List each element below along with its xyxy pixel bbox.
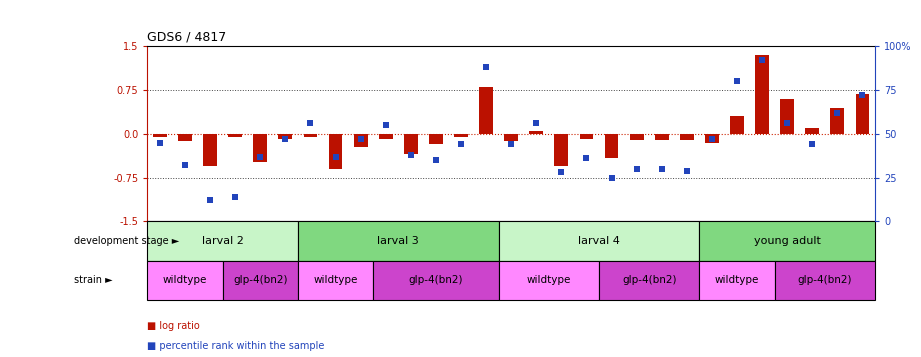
Bar [147, 221, 297, 261]
Bar [805, 128, 819, 134]
Bar [223, 261, 297, 300]
Text: wildtype: wildtype [163, 275, 207, 285]
Bar [699, 221, 875, 261]
Bar [354, 134, 367, 147]
Bar [329, 134, 343, 169]
Bar [479, 87, 493, 134]
Text: glp-4(bn2): glp-4(bn2) [409, 275, 463, 285]
Text: strain ►: strain ► [74, 275, 112, 285]
Bar [579, 134, 593, 139]
Text: glp-4(bn2): glp-4(bn2) [798, 275, 852, 285]
Text: glp-4(bn2): glp-4(bn2) [622, 275, 676, 285]
Text: wildtype: wildtype [715, 275, 759, 285]
Bar [278, 134, 292, 139]
Bar [699, 261, 775, 300]
Text: young adult: young adult [753, 236, 821, 246]
Bar [775, 261, 875, 300]
Text: glp-4(bn2): glp-4(bn2) [233, 275, 287, 285]
Bar [297, 261, 373, 300]
Bar [730, 116, 744, 134]
Text: wildtype: wildtype [313, 275, 357, 285]
Bar [604, 134, 618, 159]
Bar [297, 221, 498, 261]
Text: development stage ►: development stage ► [74, 236, 179, 246]
Bar [680, 134, 694, 140]
Bar [780, 99, 794, 134]
Bar [178, 134, 192, 141]
Bar [304, 134, 318, 137]
Bar [705, 134, 718, 142]
Bar [505, 134, 518, 141]
Text: larval 2: larval 2 [202, 236, 243, 246]
Bar [755, 55, 769, 134]
Bar [498, 261, 599, 300]
Bar [429, 134, 443, 144]
Bar [153, 134, 167, 137]
Bar [599, 261, 699, 300]
Bar [379, 134, 392, 139]
Bar [856, 94, 869, 134]
Bar [454, 134, 468, 137]
Bar [554, 134, 568, 166]
Text: GDS6 / 4817: GDS6 / 4817 [147, 31, 227, 44]
Bar [204, 134, 217, 166]
Text: larval 4: larval 4 [578, 236, 620, 246]
Bar [404, 134, 418, 154]
Bar [831, 108, 845, 134]
Bar [147, 261, 223, 300]
Text: ■ log ratio: ■ log ratio [147, 321, 200, 331]
Text: larval 3: larval 3 [378, 236, 419, 246]
Text: ■ percentile rank within the sample: ■ percentile rank within the sample [147, 341, 325, 351]
Bar [530, 131, 543, 134]
Text: wildtype: wildtype [527, 275, 571, 285]
Bar [373, 261, 498, 300]
Bar [655, 134, 669, 140]
Bar [253, 134, 267, 162]
Bar [498, 221, 699, 261]
Bar [630, 134, 644, 140]
Bar [228, 134, 242, 137]
